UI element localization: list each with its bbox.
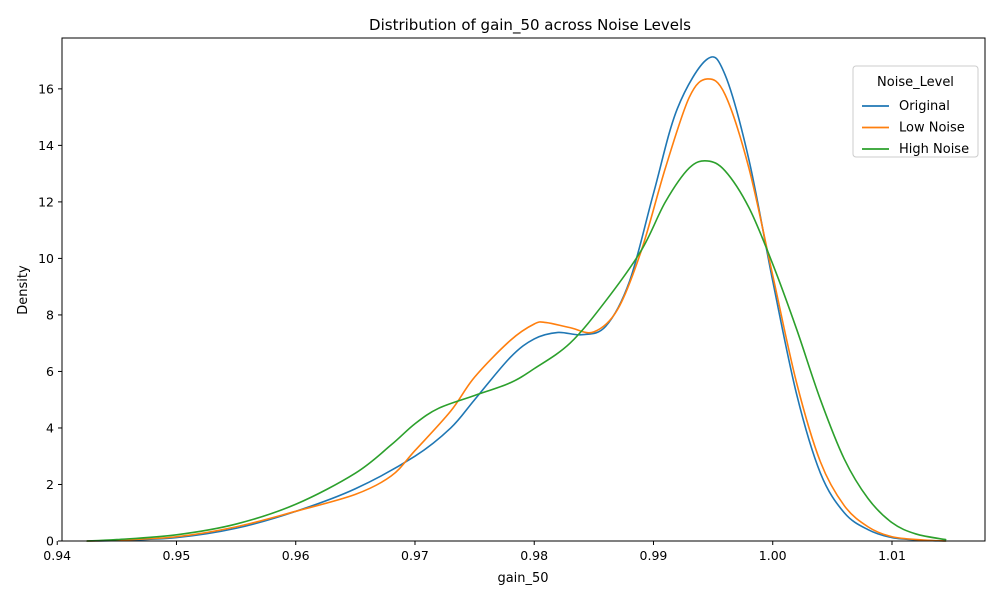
x-tick-label: 1.00: [759, 548, 787, 563]
x-tick-label: 0.94: [43, 548, 71, 563]
series-line-low-noise: [86, 78, 947, 542]
legend-box: [852, 65, 979, 158]
x-tick-label: 0.97: [401, 548, 429, 563]
y-tick-label: 8: [46, 307, 54, 322]
legend-label-original: Original: [899, 99, 950, 114]
y-tick-label: 2: [46, 477, 54, 492]
y-tick-label: 4: [46, 420, 54, 435]
y-tick-label: 12: [38, 194, 54, 209]
x-tick-label: 1.01: [878, 548, 906, 563]
x-axis: 0.94 0.95 0.96 0.97 0.98 0.99 1.00 1.01: [43, 541, 906, 563]
x-tick-label: 0.99: [640, 548, 668, 563]
y-axis: 0 2 4 6 8 10 12 14 16: [38, 81, 62, 549]
y-axis-label: Density: [16, 265, 31, 315]
x-tick-label: 0.98: [520, 548, 548, 563]
legend: Noise_Level Original Low Noise High Noise: [852, 65, 979, 158]
y-tick-label: 16: [38, 81, 54, 96]
x-tick-label: 0.96: [282, 548, 310, 563]
legend-label-low-noise: Low Noise: [899, 121, 965, 136]
chart-title: Distribution of gain_50 across Noise Lev…: [369, 16, 691, 35]
series-line-original: [86, 56, 947, 542]
plot-area: [61, 37, 986, 542]
y-tick-label: 14: [38, 138, 54, 153]
legend-title: Noise_Level: [877, 75, 954, 90]
x-tick-label: 0.95: [163, 548, 191, 563]
x-axis-label: gain_50: [497, 571, 548, 586]
y-tick-label: 6: [46, 364, 54, 379]
y-tick-label: 10: [38, 251, 54, 266]
series-line-high-noise: [86, 160, 947, 542]
y-tick-label: 0: [46, 534, 54, 549]
legend-label-high-noise: High Noise: [899, 142, 969, 157]
axes-frame: [61, 37, 986, 542]
